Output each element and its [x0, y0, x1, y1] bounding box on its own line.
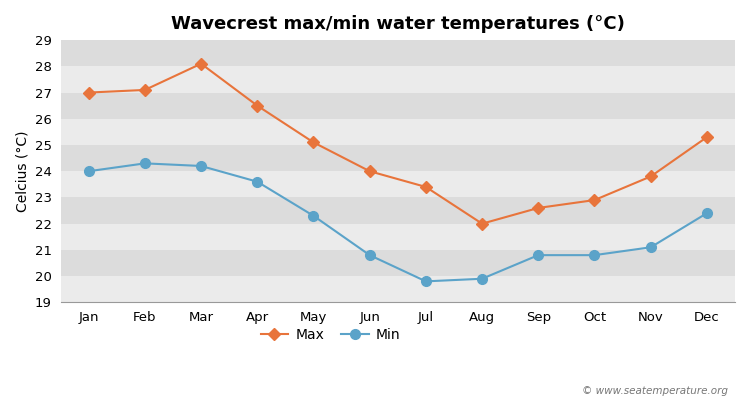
Min: [84, 169, 93, 174]
Bar: [61, 40, 735, 66]
Max: [84, 90, 93, 95]
Bar: [61, 224, 735, 250]
Min: [196, 164, 206, 168]
Max: [646, 174, 656, 179]
Max: [590, 198, 599, 202]
Max: [196, 61, 206, 66]
Legend: Max, Min: Max, Min: [255, 323, 406, 348]
Bar: [61, 66, 735, 92]
Text: © www.seatemperature.org: © www.seatemperature.org: [581, 386, 728, 396]
Max: [534, 206, 543, 210]
Min: [703, 211, 712, 216]
Bar: [61, 171, 735, 198]
Max: [703, 135, 712, 140]
Line: Max: Max: [85, 60, 711, 228]
Max: [365, 169, 374, 174]
Bar: [61, 119, 735, 145]
Max: [478, 221, 487, 226]
Min: [534, 253, 543, 258]
Bar: [61, 145, 735, 171]
Title: Wavecrest max/min water temperatures (°C): Wavecrest max/min water temperatures (°C…: [171, 15, 625, 33]
Max: [140, 88, 149, 92]
Min: [422, 279, 430, 284]
Min: [140, 161, 149, 166]
Min: [309, 214, 318, 218]
Min: [253, 179, 262, 184]
Max: [422, 184, 430, 189]
Min: [365, 253, 374, 258]
Line: Min: Min: [84, 158, 712, 286]
Max: [253, 103, 262, 108]
Bar: [61, 92, 735, 119]
Min: [590, 253, 599, 258]
Min: [646, 245, 656, 250]
Bar: [61, 276, 735, 302]
Max: [309, 140, 318, 145]
Min: [478, 276, 487, 281]
Y-axis label: Celcius (°C): Celcius (°C): [15, 130, 29, 212]
Bar: [61, 250, 735, 276]
Bar: [61, 198, 735, 224]
